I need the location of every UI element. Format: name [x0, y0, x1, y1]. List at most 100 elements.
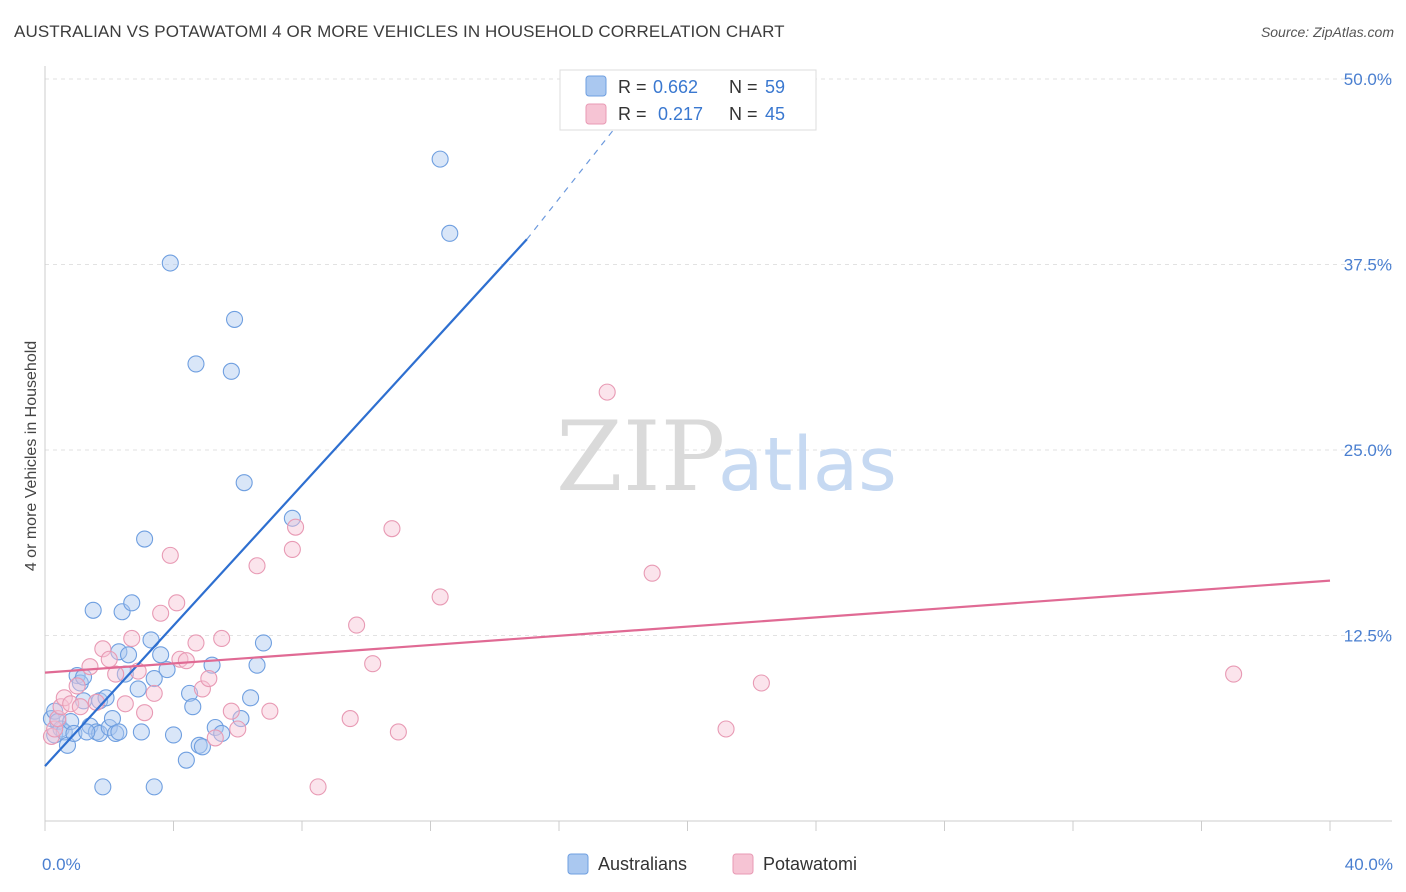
legend-r-value: 0.662 — [653, 77, 698, 97]
point-australians — [145, 669, 163, 688]
bottom-legend-label-potawatomi: Potawatomi — [763, 854, 857, 874]
point-potawatomi — [71, 698, 89, 716]
point-potawatomi — [81, 658, 99, 676]
point-australians — [181, 684, 199, 702]
y-axis-label: 4 or more Vehicles in Household — [23, 341, 40, 571]
point-potawatomi — [187, 634, 205, 652]
source-label: Source: ZipAtlas.com — [1260, 24, 1394, 40]
data-points — [42, 150, 1243, 796]
bottom-legend-label-australians: Australians — [598, 854, 687, 874]
point-australians — [84, 601, 102, 619]
point-australians — [283, 509, 301, 527]
legend-swatch-australians — [585, 75, 607, 97]
point-potawatomi — [364, 655, 382, 673]
point-potawatomi — [206, 729, 224, 747]
point-potawatomi — [161, 546, 179, 564]
trend-line-potawatomi — [44, 579, 1331, 674]
point-australians — [431, 150, 449, 168]
legend-n-label: N = — [729, 77, 758, 97]
point-potawatomi — [309, 778, 327, 796]
point-australians — [254, 634, 273, 652]
bottom-legend: Australians Potawatomi — [567, 853, 857, 875]
point-australians — [110, 723, 128, 741]
point-australians — [193, 738, 211, 756]
point-australians — [184, 698, 202, 716]
point-potawatomi — [341, 710, 359, 728]
point-potawatomi — [193, 680, 211, 698]
point-potawatomi — [100, 650, 118, 668]
point-potawatomi — [52, 698, 70, 716]
point-australians — [100, 718, 118, 737]
point-potawatomi — [383, 520, 401, 538]
legend-n-value: 59 — [765, 77, 785, 97]
point-potawatomi — [229, 720, 247, 738]
point-potawatomi — [643, 564, 661, 582]
point-australians — [161, 254, 179, 272]
axes — [44, 66, 1392, 831]
bottom-legend-swatch-potawatomi — [732, 853, 754, 875]
legend-box: R = 0.662 N = 59 R = 0.217 N = 45 — [559, 69, 817, 131]
point-potawatomi — [123, 629, 141, 648]
watermark-zip: ZIP — [556, 401, 725, 513]
point-potawatomi — [348, 616, 366, 634]
point-australians — [94, 778, 112, 796]
point-potawatomi — [200, 669, 218, 688]
y-tick-label: 50.0% — [1344, 70, 1392, 89]
point-potawatomi — [261, 702, 279, 720]
point-potawatomi — [431, 588, 449, 606]
point-potawatomi — [152, 604, 170, 622]
point-australians — [136, 530, 154, 548]
point-australians — [248, 656, 266, 674]
y-tick-label: 12.5% — [1344, 627, 1392, 646]
y-tick-label: 37.5% — [1344, 256, 1392, 275]
point-potawatomi — [283, 540, 301, 558]
gridlines — [45, 78, 1392, 636]
legend-r-value: 0.217 — [658, 104, 703, 124]
point-potawatomi — [55, 689, 73, 707]
point-potawatomi — [107, 665, 125, 683]
legend-n-value: 45 — [765, 104, 785, 124]
point-australians — [158, 661, 176, 679]
point-potawatomi — [752, 674, 770, 692]
point-australians — [225, 310, 244, 328]
trend-line-australians — [44, 238, 528, 767]
point-australians — [78, 723, 96, 741]
legend-r-label: R = — [618, 104, 647, 124]
point-potawatomi — [136, 704, 154, 722]
point-potawatomi — [177, 652, 195, 670]
point-australians — [132, 723, 150, 741]
point-australians — [119, 646, 138, 664]
legend-r-label: R = — [618, 77, 647, 97]
point-potawatomi — [1225, 665, 1243, 683]
point-potawatomi — [389, 723, 407, 741]
point-australians — [129, 680, 147, 698]
x-tick-label: 0.0% — [42, 855, 81, 874]
point-potawatomi — [145, 684, 163, 702]
point-potawatomi — [68, 677, 86, 695]
chart-title: AUSTRALIAN VS POTAWATOMI 4 OR MORE VEHIC… — [14, 22, 785, 41]
legend-swatch-potawatomi — [585, 103, 607, 125]
point-potawatomi — [717, 720, 735, 738]
point-potawatomi — [116, 695, 134, 713]
legend-n-label: N = — [729, 104, 758, 124]
point-australians — [123, 594, 141, 612]
point-australians — [152, 646, 170, 664]
point-potawatomi — [248, 557, 266, 575]
point-potawatomi — [222, 702, 240, 720]
point-australians — [164, 726, 183, 744]
x-tick-label: 40.0% — [1345, 855, 1393, 874]
y-tick-label: 25.0% — [1344, 441, 1392, 460]
point-potawatomi — [287, 518, 305, 536]
point-australians — [222, 362, 240, 380]
point-potawatomi — [62, 695, 80, 713]
point-potawatomi — [94, 640, 112, 658]
bottom-legend-swatch-australians — [567, 853, 589, 875]
point-australians — [441, 224, 459, 242]
point-australians — [242, 689, 260, 707]
point-potawatomi — [598, 383, 616, 401]
point-potawatomi — [46, 720, 64, 738]
point-potawatomi — [213, 629, 231, 648]
point-australians — [145, 778, 163, 796]
point-australians — [177, 751, 195, 769]
